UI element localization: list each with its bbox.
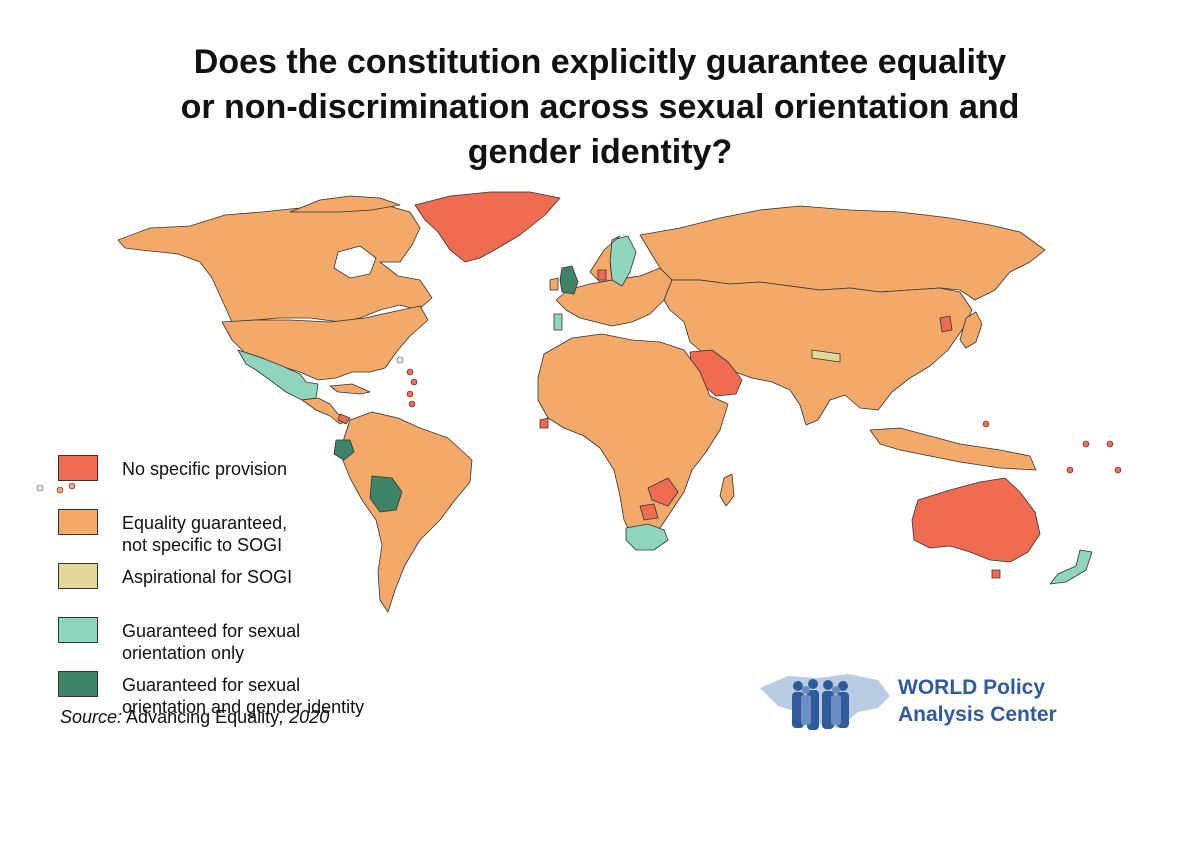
island-marker: [406, 390, 414, 398]
region-south-africa: [625, 523, 669, 551]
logo-wordmark: WORLD Policy Analysis Center: [898, 674, 1057, 728]
title-line-1: Does the constitution explicitly guarant…: [193, 43, 1007, 81]
region-caribbean: [329, 383, 371, 395]
map-title: Does the constitution explicitly guarant…: [60, 40, 1140, 175]
island-marker: [56, 486, 64, 494]
legend-label: Equality guaranteed, not specific to SOG…: [122, 513, 288, 555]
logo-line-1: WORLD Policy: [898, 676, 1046, 699]
region-ireland: [549, 277, 559, 291]
island-marker: [1114, 466, 1122, 474]
legend-item: Guaranteed for sexual orientation only: [58, 617, 418, 671]
legend-swatch: [58, 563, 98, 589]
source-label: Source:: [60, 707, 123, 727]
region-south-america: [341, 411, 473, 613]
region-australia: [911, 477, 1041, 563]
legend-swatch: [58, 455, 98, 481]
island-marker: [410, 378, 418, 386]
region-sierra-leone: [539, 417, 549, 429]
legend-label: No specific provision: [122, 459, 288, 479]
region-madagascar: [719, 473, 735, 507]
region-new-zealand: [1049, 549, 1093, 585]
region-zambia: [647, 477, 679, 507]
region-costa-rica: [337, 413, 351, 425]
island-marker: [36, 484, 44, 492]
island-marker: [1106, 440, 1114, 448]
legend-item: Guaranteed for sexual orientation and ge…: [58, 671, 418, 725]
legend-swatch: [58, 617, 98, 643]
region-tasmania: [991, 569, 1001, 579]
island-marker: [982, 420, 990, 428]
region-indonesia: [869, 427, 1037, 471]
region-norway: [589, 235, 621, 283]
hudson-bay: [333, 245, 377, 279]
region-greenland: [414, 191, 561, 263]
island-marker: [1082, 440, 1090, 448]
region-africa: [537, 333, 729, 541]
source-year: , 2020: [279, 707, 330, 727]
region-denmark: [597, 269, 607, 281]
legend-item: Equality guaranteed, not specific to SOG…: [58, 509, 418, 563]
title-line-2: or non-discrimination across sexual orie…: [180, 88, 1020, 126]
wpac-logo: WORLD Policy Analysis Center: [758, 668, 1088, 738]
source-note: Source: Advancing Equality, 2020: [60, 707, 329, 728]
island-marker: [1066, 466, 1074, 474]
legend-swatch: [58, 671, 98, 697]
region-united-kingdom: [559, 265, 579, 295]
region-north-korea: [939, 315, 953, 333]
legend-item: Aspirational for SOGI: [58, 563, 418, 617]
region-japan: [959, 311, 983, 349]
region-bolivia: [369, 475, 403, 513]
island-marker: [406, 368, 414, 376]
logo-people-graphic: [760, 674, 890, 730]
map-legend: No specific provision Equality guaranteed…: [58, 455, 418, 725]
region-ecuador: [333, 439, 355, 461]
title-line-3: gender identity?: [467, 133, 733, 171]
region-nepal: [811, 349, 841, 363]
legend-swatch: [58, 509, 98, 535]
region-portugal: [553, 313, 563, 331]
region-zimbabwe: [639, 503, 659, 521]
legend-item: No specific provision: [58, 455, 418, 509]
source-text: Advancing Equality: [122, 707, 280, 727]
legend-label: Guaranteed for sexual orientation and ge…: [122, 675, 365, 717]
region-north-america-north: [117, 204, 433, 323]
island-marker: [408, 400, 416, 408]
legend-label: Guaranteed for sexual orientation only: [122, 621, 301, 663]
island-marker: [396, 356, 404, 364]
legend-label: Aspirational for SOGI: [122, 567, 293, 587]
island-marker: [68, 482, 76, 490]
logo-line-2: Analysis Center: [898, 703, 1057, 726]
region-arctic-islands: [289, 195, 401, 213]
